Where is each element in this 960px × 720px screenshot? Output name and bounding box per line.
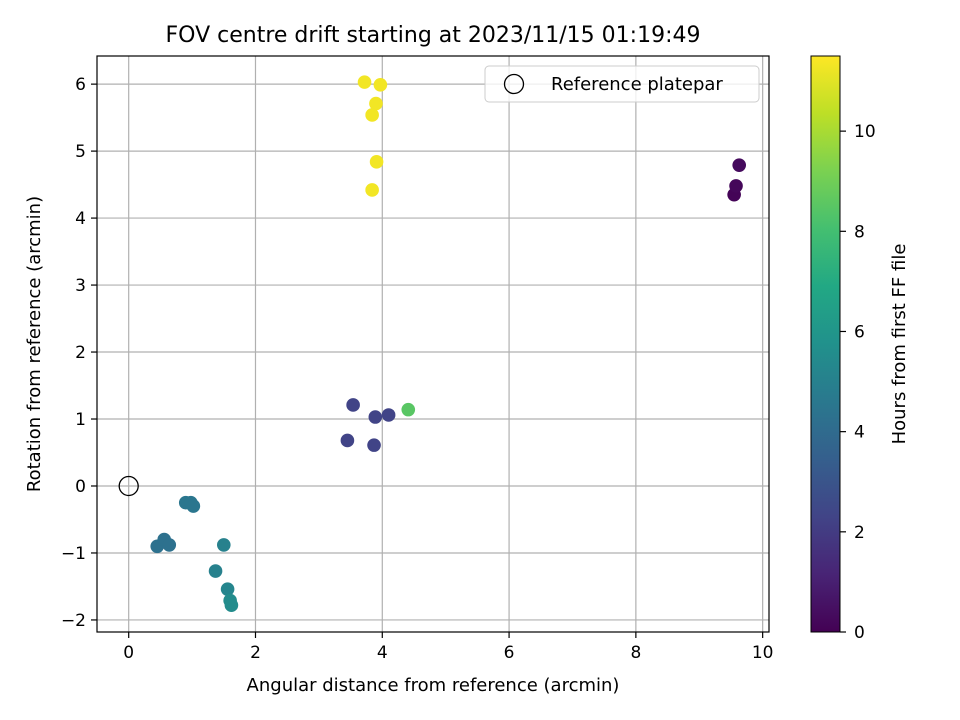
reference-platepar-marker bbox=[118, 475, 139, 497]
data-point bbox=[220, 582, 235, 596]
data-point bbox=[373, 78, 388, 92]
data-point bbox=[346, 398, 360, 412]
y-axis-ticks: −2 −1 0 1 2 3 4 5 6 bbox=[61, 75, 97, 631]
x-tick-label: 0 bbox=[123, 643, 134, 663]
legend: Reference platepar bbox=[484, 65, 760, 103]
chart-title: FOV centre drift starting at 2023/11/15 … bbox=[166, 23, 701, 48]
y-tick-label: 5 bbox=[75, 142, 86, 162]
x-axis-label: Angular distance from reference (arcmin) bbox=[247, 675, 620, 696]
data-point bbox=[365, 108, 379, 122]
y-tick-label: 6 bbox=[75, 75, 86, 95]
colorbar-tick-label: 4 bbox=[854, 423, 865, 443]
legend-label: Reference platepar bbox=[551, 74, 723, 95]
x-tick-label: 10 bbox=[752, 643, 774, 663]
plot-frame bbox=[96, 55, 770, 633]
y-axis-label: Rotation from reference (arcmin) bbox=[24, 196, 45, 492]
colorbar-gradient bbox=[810, 55, 841, 633]
x-tick-label: 6 bbox=[504, 643, 515, 663]
colorbar-ticks: 0 2 4 6 8 10 bbox=[840, 122, 876, 643]
data-point bbox=[369, 155, 384, 169]
x-tick-label: 4 bbox=[377, 643, 388, 663]
colorbar-tick-label: 0 bbox=[854, 623, 865, 643]
colorbar-tick-label: 10 bbox=[854, 122, 876, 142]
grid-lines bbox=[97, 56, 769, 632]
colorbar-label: Hours from first FF file bbox=[889, 244, 910, 445]
data-point bbox=[729, 179, 743, 193]
y-tick-label: 4 bbox=[75, 209, 86, 229]
data-point bbox=[357, 75, 372, 89]
data-point bbox=[216, 538, 231, 552]
y-tick-label: 3 bbox=[75, 276, 86, 296]
legend-box bbox=[484, 65, 760, 103]
x-tick-label: 2 bbox=[250, 643, 261, 663]
y-tick-label: −1 bbox=[61, 544, 86, 564]
data-point bbox=[365, 183, 379, 197]
data-point bbox=[224, 598, 239, 613]
data-point bbox=[381, 408, 396, 422]
data-points bbox=[150, 75, 747, 613]
data-point bbox=[369, 96, 383, 111]
data-point bbox=[162, 538, 177, 552]
y-tick-label: 1 bbox=[75, 410, 86, 430]
y-tick-label: 0 bbox=[75, 477, 86, 497]
data-point bbox=[208, 564, 223, 578]
data-point bbox=[186, 499, 201, 513]
data-point bbox=[367, 438, 381, 452]
x-axis-ticks: 0 2 4 6 8 10 bbox=[123, 632, 773, 663]
data-point bbox=[368, 410, 383, 424]
y-tick-label: −2 bbox=[61, 611, 86, 631]
y-tick-label: 2 bbox=[75, 343, 86, 363]
legend-marker bbox=[503, 73, 525, 95]
colorbar: 0 2 4 6 8 10 Hours from first FF file bbox=[810, 55, 910, 643]
x-tick-label: 8 bbox=[630, 643, 641, 663]
colorbar-tick-label: 6 bbox=[854, 322, 865, 342]
reference-layer bbox=[118, 475, 139, 497]
data-point bbox=[340, 433, 355, 448]
colorbar-tick-label: 8 bbox=[854, 222, 865, 242]
colorbar-tick-label: 2 bbox=[854, 523, 865, 543]
data-point bbox=[732, 158, 747, 172]
data-point bbox=[401, 402, 416, 417]
